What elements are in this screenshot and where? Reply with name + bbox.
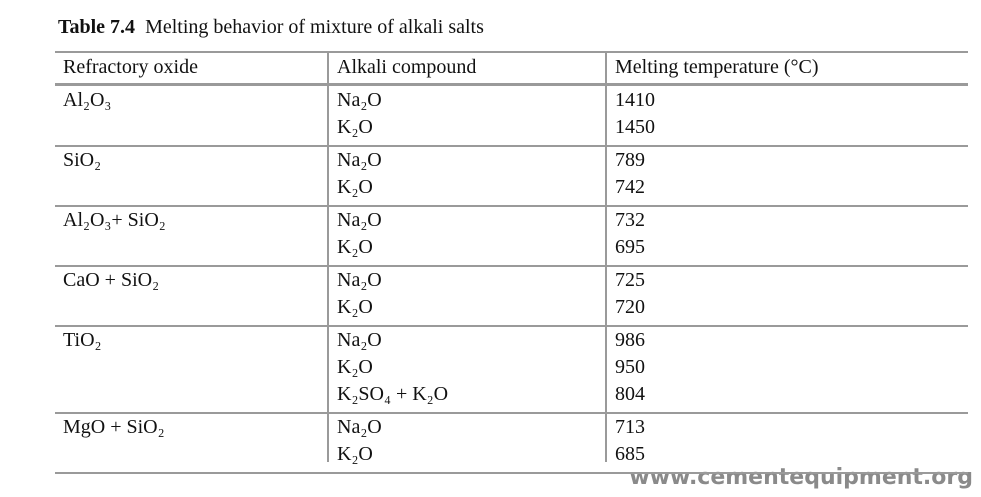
temperature-cell: 742 bbox=[615, 176, 645, 198]
oxide-cell: Al₂O₃+ SiO₂ bbox=[63, 209, 166, 231]
temperature-cell: 685 bbox=[615, 443, 645, 465]
oxide-cell: Al₂O₃ bbox=[63, 89, 112, 111]
compound-cell: K₂SO₄ + K₂O bbox=[337, 383, 449, 405]
compound-cell: Na₂O bbox=[337, 209, 382, 231]
compound-cell: K₂O bbox=[337, 443, 373, 465]
row-rule bbox=[55, 325, 968, 327]
row-rule bbox=[55, 265, 968, 267]
row-rule bbox=[55, 472, 968, 474]
temperature-cell: 713 bbox=[615, 416, 645, 438]
oxide-cell: CaO + SiO₂ bbox=[63, 269, 160, 291]
temperature-cell: 986 bbox=[615, 329, 645, 351]
table-caption: Table 7.4 Melting behavior of mixture of … bbox=[58, 16, 484, 39]
header-rule bbox=[55, 83, 968, 86]
temperature-cell: 732 bbox=[615, 209, 645, 231]
top-rule bbox=[55, 51, 968, 53]
temperature-cell: 720 bbox=[615, 296, 645, 318]
watermark: www.cementequipment.org bbox=[629, 465, 973, 490]
column-header: Alkali compound bbox=[337, 56, 477, 78]
table-number: Table 7.4 bbox=[58, 16, 136, 38]
column-header: Refractory oxide bbox=[63, 56, 198, 78]
temperature-cell: 725 bbox=[615, 269, 645, 291]
compound-cell: Na₂O bbox=[337, 269, 382, 291]
oxide-cell: TiO₂ bbox=[63, 329, 102, 351]
compound-cell: Na₂O bbox=[337, 329, 382, 351]
row-rule bbox=[55, 412, 968, 414]
oxide-cell: MgO + SiO₂ bbox=[63, 416, 165, 438]
column-rule bbox=[327, 52, 329, 462]
oxide-cell: SiO₂ bbox=[63, 149, 102, 171]
compound-cell: K₂O bbox=[337, 176, 373, 198]
row-rule bbox=[55, 145, 968, 147]
compound-cell: K₂O bbox=[337, 236, 373, 258]
compound-cell: K₂O bbox=[337, 356, 373, 378]
compound-cell: Na₂O bbox=[337, 416, 382, 438]
temperature-cell: 1450 bbox=[615, 116, 655, 138]
compound-cell: K₂O bbox=[337, 296, 373, 318]
temperature-cell: 804 bbox=[615, 383, 645, 405]
row-rule bbox=[55, 205, 968, 207]
compound-cell: K₂O bbox=[337, 116, 373, 138]
temperature-cell: 1410 bbox=[615, 89, 655, 111]
compound-cell: Na₂O bbox=[337, 89, 382, 111]
column-header: Melting temperature (°C) bbox=[615, 56, 819, 78]
temperature-cell: 950 bbox=[615, 356, 645, 378]
temperature-cell: 695 bbox=[615, 236, 645, 258]
temperature-cell: 789 bbox=[615, 149, 645, 171]
compound-cell: Na₂O bbox=[337, 149, 382, 171]
column-rule bbox=[605, 52, 607, 462]
table-title: Melting behavior of mixture of alkali sa… bbox=[145, 16, 484, 38]
